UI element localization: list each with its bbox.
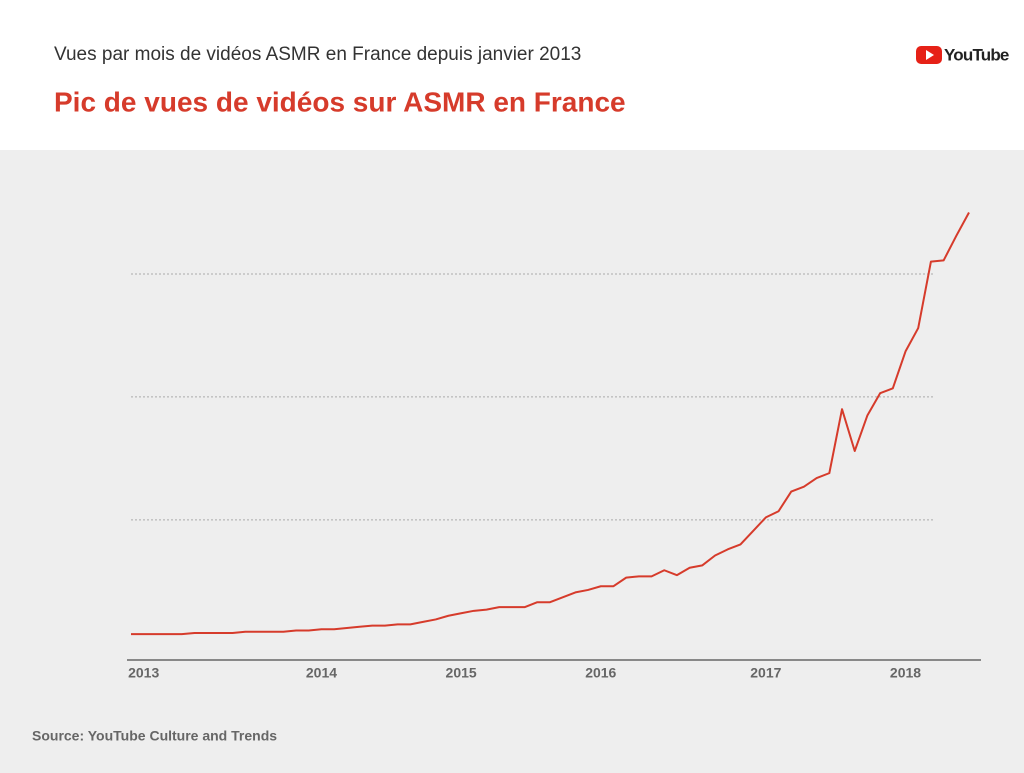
logo-play [926, 50, 934, 60]
x-tick-label: 2013 [128, 665, 159, 681]
chart-title: Pic de vues de vidéos sur ASMR en France [54, 86, 626, 117]
logo: YouTube [916, 45, 1010, 64]
logo-text: YouTube [944, 45, 1009, 64]
x-tick-label: 2018 [890, 665, 921, 681]
x-tick-label: 2015 [446, 665, 477, 681]
x-tick-label: 2014 [306, 665, 337, 681]
header [0, 0, 1024, 150]
x-tick-label: 2017 [750, 665, 781, 681]
chart-subtitle: Vues par mois de vidéos ASMR en France d… [54, 44, 581, 65]
line [131, 212, 970, 636]
x-tick-label: 2016 [585, 665, 616, 681]
source: Source: YouTube Culture and Trends [32, 728, 277, 744]
